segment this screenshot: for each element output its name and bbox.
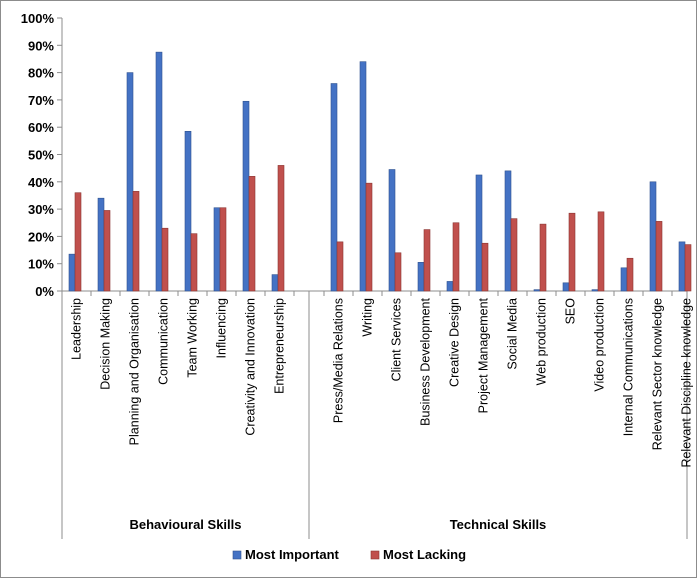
category-label: Influencing xyxy=(215,298,229,359)
bar-most-lacking xyxy=(277,165,285,292)
y-tick-label: 30% xyxy=(28,202,54,217)
bar-most-important xyxy=(591,289,599,292)
category-label: Entrepreneurship xyxy=(273,298,287,394)
bar-most-lacking xyxy=(481,242,489,292)
category-label: Social Media xyxy=(506,298,520,370)
bar-most-important xyxy=(155,51,163,292)
bar-most-important xyxy=(649,181,657,292)
category-label: Decision Making xyxy=(99,298,113,390)
bar-most-lacking xyxy=(161,227,169,292)
bar-most-important xyxy=(126,72,134,292)
bar-most-important xyxy=(388,169,396,292)
legend-swatch xyxy=(232,550,242,560)
bar-most-lacking xyxy=(394,252,402,292)
bar-most-important xyxy=(213,207,221,292)
bar-most-important xyxy=(271,274,279,292)
bar-most-important xyxy=(330,83,338,292)
legend-label: Most Lacking xyxy=(383,547,466,562)
category-label: Relevant Sector knowledge xyxy=(651,298,665,450)
group-label: Behavioural Skills xyxy=(130,517,242,532)
bar-most-important xyxy=(184,130,192,292)
bar-most-lacking xyxy=(510,218,518,292)
category-label: Project Management xyxy=(477,297,491,413)
bar-most-lacking xyxy=(103,210,111,292)
bar-most-important xyxy=(359,61,367,292)
category-label: Leadership xyxy=(70,298,84,360)
category-label: Web production xyxy=(535,298,549,385)
bar-most-lacking xyxy=(568,212,576,292)
bar-most-lacking xyxy=(336,241,344,292)
bar-most-lacking xyxy=(219,207,227,292)
bar-most-lacking xyxy=(655,221,663,292)
bar-most-lacking xyxy=(539,223,547,292)
bar-most-important xyxy=(475,174,483,292)
bar-most-lacking xyxy=(248,176,256,292)
bar-most-lacking xyxy=(626,257,634,292)
bar-most-lacking xyxy=(452,222,460,292)
category-label: Creative Design xyxy=(448,298,462,387)
bar-most-important xyxy=(504,170,512,292)
bar-most-important xyxy=(417,262,425,292)
y-tick-label: 20% xyxy=(28,229,54,244)
category-label: SEO xyxy=(564,298,578,325)
bar-most-lacking xyxy=(74,192,82,292)
category-label: Relevant Discipline knowledge xyxy=(680,298,694,468)
bar-most-important xyxy=(620,267,628,292)
bar-most-important xyxy=(242,100,250,292)
y-tick-label: 40% xyxy=(28,175,54,190)
bar-most-important xyxy=(446,281,454,292)
bar-most-important xyxy=(562,282,570,292)
bar-most-important xyxy=(533,289,541,292)
bar-most-lacking xyxy=(132,191,140,292)
category-label: Client Services xyxy=(390,298,404,381)
y-tick-label: 60% xyxy=(28,120,54,135)
category-label: Press/Media Relations xyxy=(332,298,346,423)
bar-most-important xyxy=(68,253,76,292)
category-label: Video production xyxy=(593,298,607,392)
bar-most-lacking xyxy=(365,182,373,292)
bar-most-lacking xyxy=(190,233,198,292)
category-label: Internal Communications xyxy=(622,298,636,436)
y-tick-label: 70% xyxy=(28,93,54,108)
category-label: Creativity and Innovation xyxy=(244,298,258,436)
y-tick-label: 50% xyxy=(28,148,54,163)
legend-label: Most Important xyxy=(245,547,340,562)
group-label: Technical Skills xyxy=(450,517,547,532)
category-label: Communication xyxy=(157,298,171,385)
bar-most-important xyxy=(97,197,105,292)
y-tick-label: 80% xyxy=(28,66,54,81)
bar-most-lacking xyxy=(684,244,692,292)
y-tick-label: 0% xyxy=(35,284,54,299)
y-tick-label: 100% xyxy=(21,11,55,26)
bar-most-lacking xyxy=(423,229,431,292)
category-label: Planning and Organisation xyxy=(128,298,142,445)
y-tick-label: 90% xyxy=(28,38,54,53)
category-label: Writing xyxy=(361,298,375,337)
category-label: Team Working xyxy=(186,298,200,378)
legend-swatch xyxy=(370,550,380,560)
bar-most-important xyxy=(678,241,686,292)
y-tick-label: 10% xyxy=(28,257,54,272)
bar-most-lacking xyxy=(597,211,605,292)
category-label: Business Development xyxy=(419,297,433,425)
